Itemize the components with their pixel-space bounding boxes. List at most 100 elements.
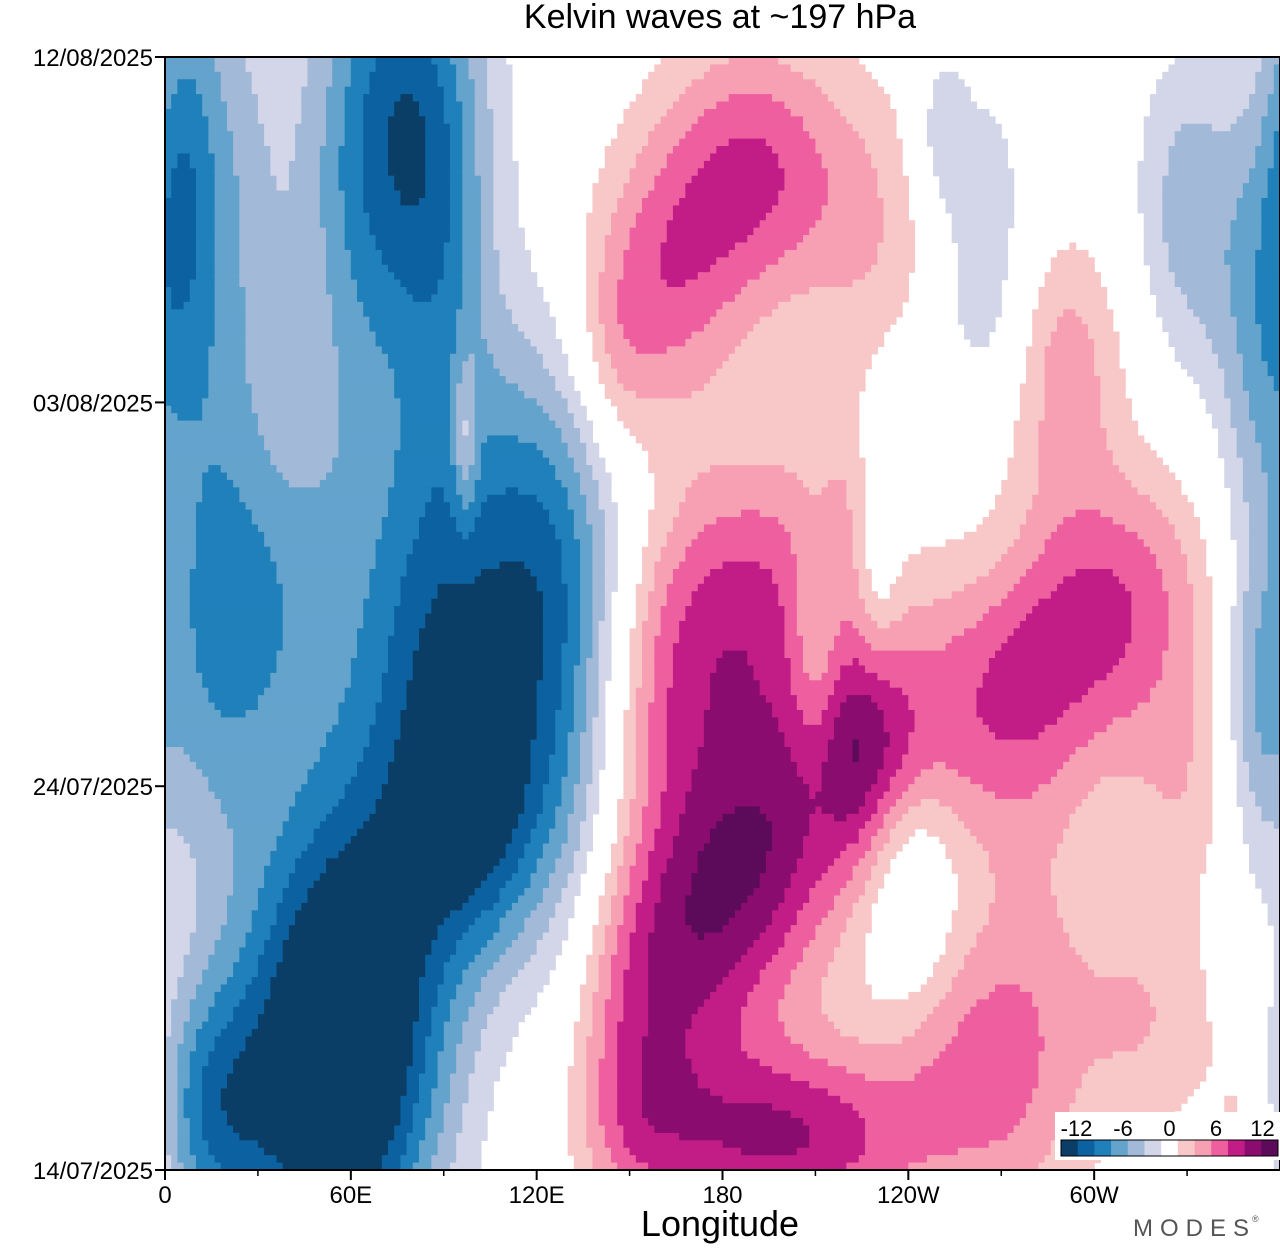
heat-cell — [165, 977, 178, 986]
heat-cell — [920, 799, 940, 808]
heat-cell — [375, 702, 408, 711]
heat-cell — [369, 212, 451, 221]
heat-cell — [344, 220, 371, 229]
heat-cell — [635, 902, 655, 911]
heat-cell — [1249, 175, 1269, 184]
heat-cell — [629, 828, 643, 837]
heat-cell — [165, 947, 191, 956]
heat-cell — [313, 761, 358, 770]
heat-cell — [189, 947, 216, 956]
heat-cell — [1162, 665, 1194, 674]
heat-cell — [381, 1162, 401, 1170]
heat-cell — [691, 591, 779, 600]
heat-cell — [902, 568, 990, 577]
heat-cell — [679, 821, 717, 830]
heat-cell — [988, 858, 1052, 867]
heat-cell — [394, 747, 532, 756]
heat-cell — [220, 806, 290, 815]
heat-cell — [598, 479, 612, 488]
heat-cell — [672, 643, 786, 652]
heat-cell — [648, 702, 668, 711]
heat-cell — [654, 917, 686, 926]
heat-cell — [685, 895, 748, 904]
heat-cell — [536, 732, 556, 741]
heat-cell — [1261, 739, 1280, 748]
heat-cell — [1032, 561, 1157, 570]
heat-cell — [933, 160, 1009, 169]
heat-cell — [195, 1043, 216, 1052]
heat-cell — [177, 86, 197, 95]
heat-cell — [641, 672, 655, 681]
heat-cell — [846, 813, 872, 822]
heat-cell — [400, 413, 451, 422]
heat-cell — [641, 1066, 693, 1075]
heat-cell — [1236, 116, 1263, 125]
colorbar-swatch — [1061, 1140, 1079, 1156]
heat-cell — [945, 205, 1015, 214]
heat-cell — [406, 1080, 420, 1089]
heat-cell — [1230, 398, 1250, 407]
heat-cell — [462, 465, 470, 474]
heat-cell — [635, 917, 655, 926]
heat-cell — [524, 331, 556, 340]
heat-cell — [177, 1080, 191, 1089]
heat-cell — [326, 865, 494, 874]
heat-cell — [790, 680, 835, 689]
heat-cell — [945, 843, 984, 852]
heat-cell — [319, 205, 346, 214]
heat-cell — [251, 390, 340, 399]
heat-cell — [1174, 272, 1232, 281]
heat-cell — [846, 880, 866, 889]
heat-cell — [189, 620, 284, 629]
heat-cell — [567, 761, 581, 770]
heat-cell — [1137, 197, 1163, 206]
heat-cell — [431, 1088, 451, 1097]
heat-cell — [332, 331, 377, 340]
heat-cell — [1019, 413, 1046, 422]
heat-cell — [412, 539, 563, 548]
heat-cell — [1174, 138, 1263, 147]
heat-cell — [654, 665, 674, 674]
heat-cell — [629, 168, 662, 177]
heat-cell — [666, 583, 699, 592]
heat-cell — [338, 717, 377, 726]
heat-cell — [270, 554, 377, 563]
heat-cell — [233, 1014, 259, 1023]
heat-cell — [295, 123, 327, 132]
heat-cell — [1193, 665, 1213, 674]
heat-cell — [648, 598, 668, 607]
heat-cell — [462, 108, 476, 117]
heat-cell — [877, 242, 916, 251]
heat-cell — [462, 160, 476, 169]
heat-cell — [561, 554, 581, 563]
heat-cell — [165, 316, 216, 325]
heat-cell — [363, 183, 395, 192]
heat-cell — [679, 628, 786, 637]
heat-cell — [474, 353, 494, 362]
heat-cell — [567, 1110, 587, 1119]
heat-cell — [1255, 435, 1280, 444]
heat-cell — [877, 806, 891, 815]
heat-cell — [617, 1029, 649, 1038]
heat-cell — [1242, 494, 1269, 503]
heat-cell — [437, 991, 457, 1000]
heat-cell — [611, 1155, 637, 1164]
heat-cell — [598, 658, 612, 667]
heat-cell — [778, 1014, 829, 1023]
heat-cell — [827, 962, 866, 971]
heat-cell — [840, 672, 878, 681]
heat-cell — [580, 836, 594, 845]
heat-cell — [759, 316, 897, 325]
heat-cell — [635, 613, 649, 622]
heat-cell — [685, 806, 736, 815]
heat-cell — [957, 1021, 1040, 1030]
heat-cell — [1249, 398, 1280, 407]
heat-cell — [189, 1066, 203, 1075]
heat-cell — [1019, 524, 1058, 533]
heat-cell — [1149, 287, 1182, 296]
heat-cell — [1242, 190, 1269, 199]
heat-cell — [957, 294, 1002, 303]
heat-cell — [257, 413, 340, 422]
heat-cell — [549, 925, 569, 934]
heat-cell — [871, 836, 891, 845]
